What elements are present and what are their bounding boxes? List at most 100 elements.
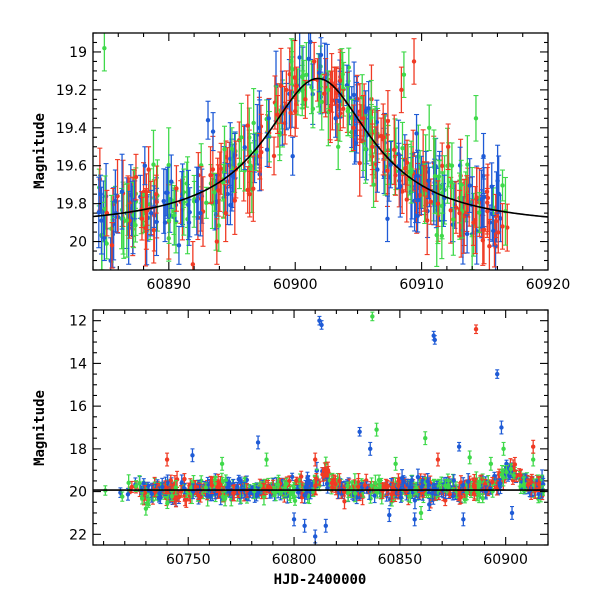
bottom-x-axis-title: HJD-2400000 [274, 572, 367, 588]
data-point-green [439, 212, 445, 260]
data-point-blue [291, 512, 297, 527]
data-point-red [360, 95, 366, 142]
top-y-tick-labels: 19 19.2 19.4 19.6 19.8 20 [56, 45, 87, 251]
data-point [500, 169, 506, 202]
data-point-green [335, 123, 341, 171]
data-point [303, 42, 309, 108]
data-point-red [313, 452, 318, 467]
data-point [223, 474, 228, 487]
data-point [504, 464, 509, 480]
data-point-green [393, 456, 398, 471]
data-point-blue [496, 174, 502, 214]
data-point [366, 81, 372, 136]
data-point-blue [323, 518, 328, 533]
data-point [278, 47, 284, 124]
data-point [149, 485, 154, 503]
data-point [404, 176, 410, 223]
data-point [518, 469, 523, 481]
data-point [98, 186, 104, 255]
data-point-blue [148, 189, 154, 237]
data-point-red [457, 189, 463, 237]
data-point-blue [142, 146, 148, 186]
data-point [124, 183, 130, 258]
data-point [467, 158, 473, 213]
data-point-green [219, 456, 225, 471]
data-point-green [401, 51, 407, 99]
data-point [273, 483, 278, 502]
x-tick-label: 60890 [147, 277, 192, 293]
data-point [495, 211, 501, 254]
data-point-blue [509, 505, 515, 520]
data-point-blue [266, 98, 272, 138]
data-point-blue [316, 53, 322, 93]
data-point-green [473, 95, 479, 142]
data-point [225, 481, 230, 494]
data-point [352, 484, 358, 503]
data-point-red [223, 184, 229, 243]
data-point-green [300, 70, 306, 110]
bottom-data-points [103, 311, 546, 544]
data-point-red [421, 165, 427, 212]
data-point-green [530, 452, 536, 467]
data-point [173, 479, 179, 496]
data-point-red [435, 452, 441, 467]
data-point [166, 127, 172, 203]
data-point-red [283, 70, 289, 110]
data-point [169, 491, 175, 502]
data-point [458, 490, 463, 504]
data-point-red [164, 452, 170, 467]
y-tick-label: 20 [69, 485, 87, 501]
data-point [476, 192, 482, 233]
data-point-blue [353, 123, 359, 163]
data-point-red [208, 146, 214, 205]
data-point-blue [186, 199, 192, 246]
data-point [194, 166, 200, 236]
data-point-green [501, 441, 506, 456]
data-point-green [288, 38, 294, 85]
data-point-red [321, 74, 327, 114]
top-y-axis-title: Magnitude [32, 113, 48, 189]
data-point-blue [176, 225, 182, 265]
data-point [141, 478, 146, 489]
x-tick-label: 60850 [378, 552, 423, 568]
data-point [264, 132, 270, 167]
data-point-blue [414, 113, 420, 153]
data-point-blue [495, 369, 500, 379]
y-tick-label: 22 [69, 527, 87, 543]
data-point [216, 483, 221, 499]
data-point [375, 486, 380, 499]
data-point-green [418, 505, 424, 520]
y-tick-label: 14 [69, 356, 87, 372]
data-point [220, 163, 226, 202]
data-point [168, 474, 173, 487]
data-point [288, 89, 294, 137]
data-point [508, 463, 514, 475]
bottom-light-curve-panel: 60750 60800 60850 60900 12 14 16 18 20 22 Magnit… [32, 309, 549, 588]
data-point [236, 474, 241, 484]
data-point [220, 491, 226, 502]
top-axis-ticks [92, 32, 549, 271]
data-point-green [370, 311, 375, 322]
data-point [292, 495, 298, 506]
data-point [430, 484, 435, 503]
data-point-red [470, 199, 476, 246]
data-point [171, 184, 177, 246]
data-point-blue [441, 174, 447, 222]
data-point [306, 33, 312, 86]
data-point [168, 154, 174, 209]
data-point-red [484, 187, 490, 235]
data-point-red [473, 324, 479, 335]
data-point-blue [255, 435, 261, 450]
bottom-plot-frame [92, 309, 549, 546]
data-point-green [467, 450, 472, 465]
data-point-blue [384, 195, 390, 243]
data-point [451, 474, 456, 487]
data-point [459, 184, 465, 239]
data-point-blue [387, 508, 392, 523]
data-point-green [426, 104, 432, 152]
data-point [182, 482, 187, 495]
bottom-y-axis-title: Magnitude [32, 390, 48, 466]
data-point [329, 478, 335, 488]
data-point-red [275, 95, 281, 135]
y-tick-label: 19.4 [56, 121, 87, 137]
